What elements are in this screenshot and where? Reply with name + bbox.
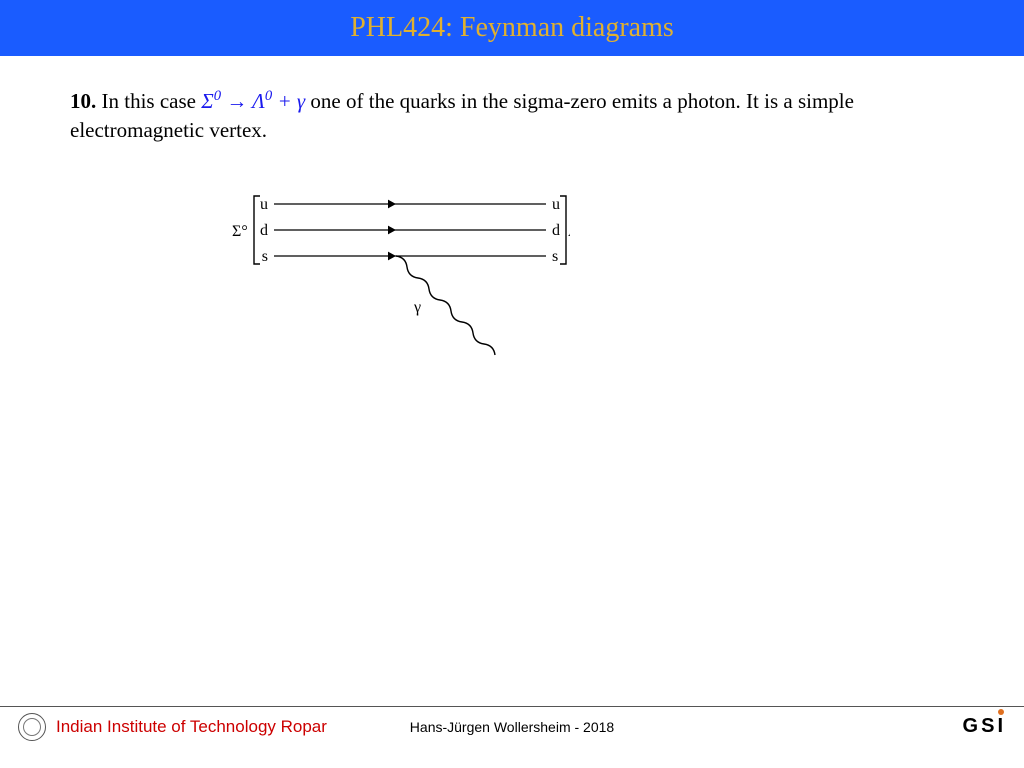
- question-text: 10. In this case Σ0 → Λ0 + γ one of the …: [70, 86, 954, 146]
- svg-text:d: d: [552, 222, 560, 239]
- institution-name: Indian Institute of Technology Ropar: [56, 717, 327, 737]
- text-before: In this case: [96, 89, 201, 113]
- slide-title: PHL424: Feynman diagrams: [350, 12, 674, 44]
- feynman-diagram: Σ°Λ°uuddssγ: [210, 186, 954, 371]
- svg-text:s: s: [552, 248, 558, 265]
- institution-seal-icon: [18, 713, 46, 741]
- feynman-svg: Σ°Λ°uuddssγ: [210, 186, 570, 366]
- svg-text:Λ°: Λ°: [568, 223, 570, 240]
- gsi-logo: GSI: [963, 715, 1006, 737]
- svg-text:γ: γ: [413, 299, 421, 316]
- footer-right: GSI: [963, 715, 1006, 738]
- svg-text:u: u: [260, 196, 268, 213]
- slide-header: PHL424: Feynman diagrams: [0, 0, 1024, 56]
- svg-text:Σ°: Σ°: [232, 223, 248, 240]
- author-credit: Hans-Jürgen Wollersheim - 2018: [410, 719, 614, 735]
- slide-content: 10. In this case Σ0 → Λ0 + γ one of the …: [0, 56, 1024, 371]
- svg-text:u: u: [552, 196, 560, 213]
- decay-formula: Σ0 → Λ0 + γ: [201, 89, 305, 113]
- footer-left: Indian Institute of Technology Ropar: [18, 713, 327, 741]
- svg-text:d: d: [260, 222, 268, 239]
- svg-text:s: s: [262, 248, 268, 265]
- slide-footer: Indian Institute of Technology Ropar Han…: [0, 706, 1024, 746]
- item-number: 10.: [70, 89, 96, 113]
